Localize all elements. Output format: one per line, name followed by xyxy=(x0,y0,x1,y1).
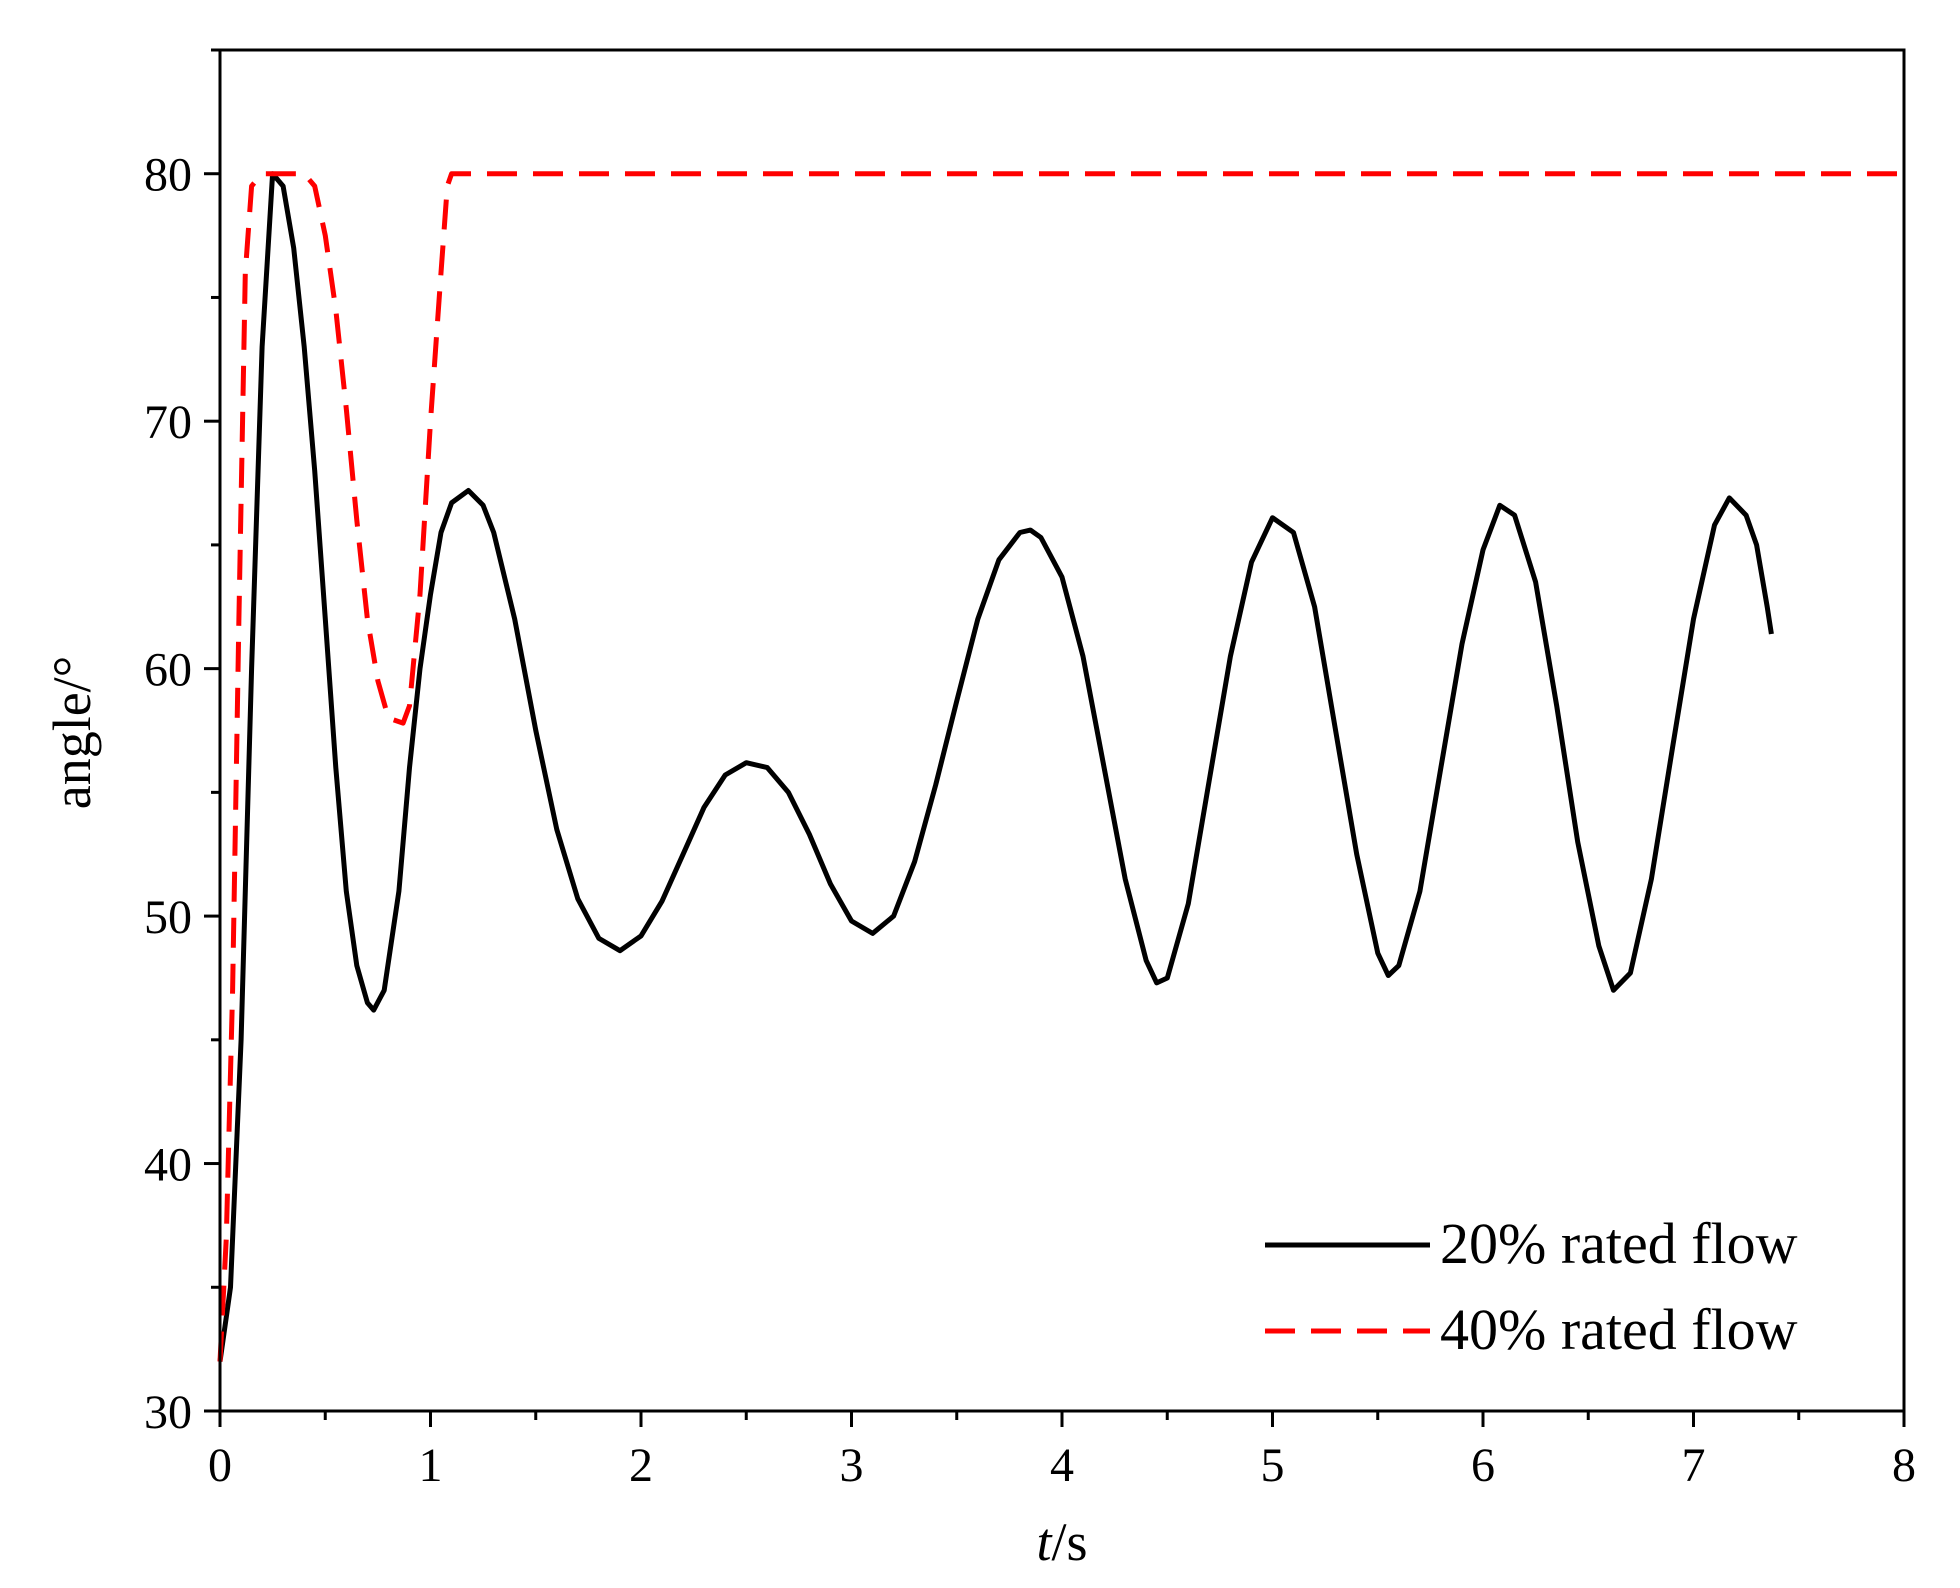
x-tick-label: 0 xyxy=(208,1439,232,1492)
x-axis-label: t/s xyxy=(1036,1512,1087,1572)
legend-label-1: 20% rated flow xyxy=(1440,1211,1798,1276)
y-tick-label: 60 xyxy=(144,644,192,697)
x-tick-label: 1 xyxy=(419,1439,443,1492)
x-tick-label: 2 xyxy=(629,1439,653,1492)
y-tick-label: 80 xyxy=(144,149,192,202)
ticks-layer xyxy=(204,48,1906,1427)
legend: 20% rated flow 40% rated flow xyxy=(1265,1211,1798,1362)
x-tick-label: 6 xyxy=(1471,1439,1495,1492)
series-line-2 xyxy=(217,171,1904,1362)
x-tick-label: 7 xyxy=(1682,1439,1706,1492)
y-tick-label: 50 xyxy=(144,891,192,944)
legend-label-2: 40% rated flow xyxy=(1440,1297,1798,1362)
y-tick-label: 30 xyxy=(144,1386,192,1439)
series-layer xyxy=(217,171,1904,1362)
x-tick-label: 4 xyxy=(1050,1439,1074,1492)
x-tick-label: 5 xyxy=(1261,1439,1285,1492)
y-tick-label: 40 xyxy=(144,1139,192,1192)
tick-labels-layer: 0 1 2 3 4 5 6 7 8 30 40 50 60 70 80 xyxy=(144,149,1916,1492)
y-tick-label: 70 xyxy=(144,396,192,449)
x-tick-label: 8 xyxy=(1892,1439,1916,1492)
y-axis-label: angle/° xyxy=(42,656,102,810)
series-line-1 xyxy=(217,171,1774,1362)
x-tick-label: 3 xyxy=(840,1439,864,1492)
